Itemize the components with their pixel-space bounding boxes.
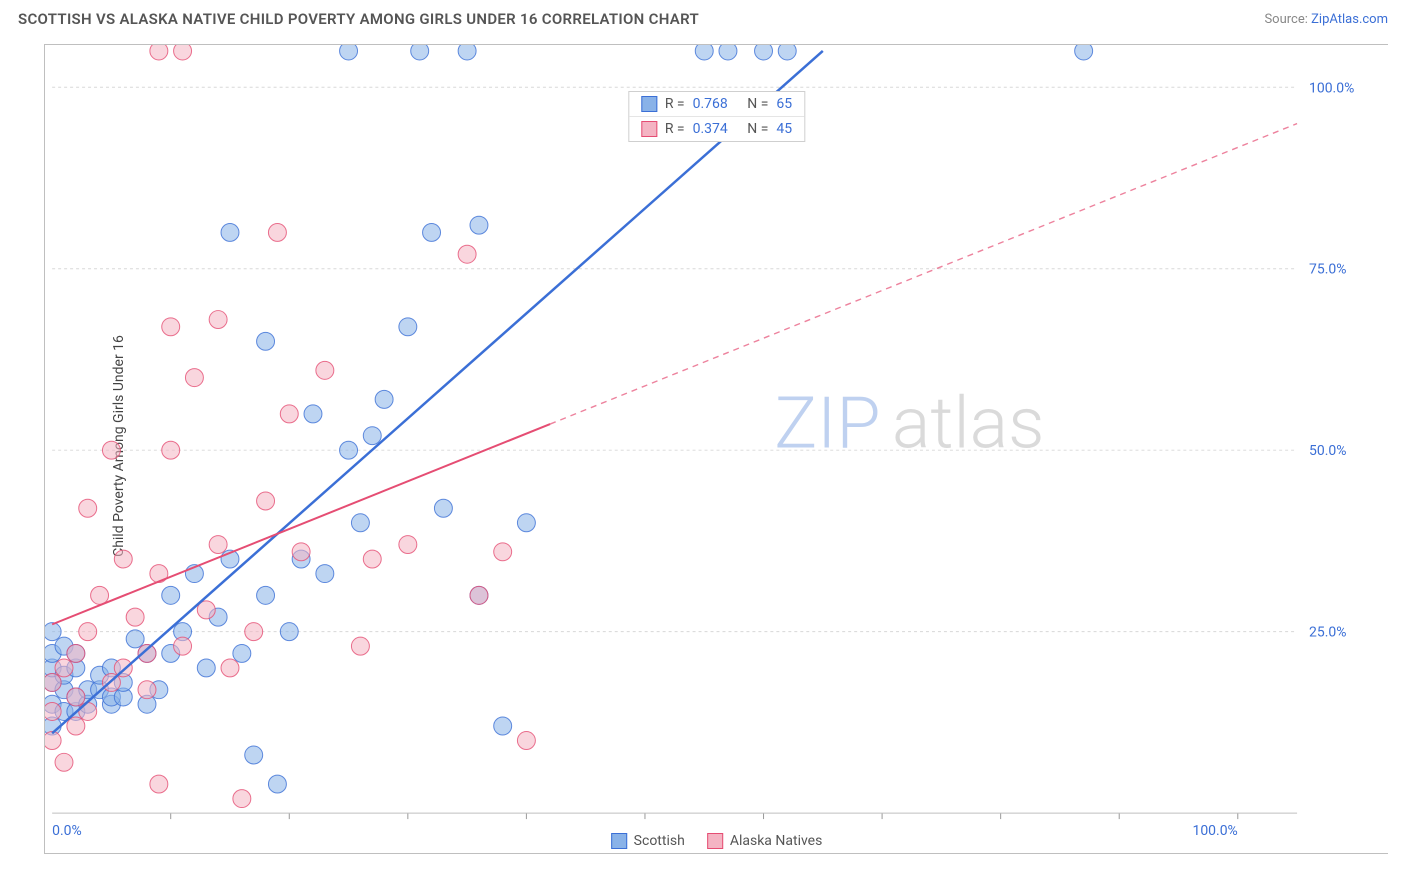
svg-text:75.0%: 75.0% bbox=[1309, 262, 1346, 278]
n-value: 65 bbox=[776, 96, 792, 112]
svg-text:100.0%: 100.0% bbox=[1192, 823, 1237, 839]
correlation-legend: R = 0.768 N = 65 R = 0.374 N = 45 bbox=[628, 91, 805, 142]
r-value: 0.768 bbox=[693, 96, 728, 112]
scatter-plot: 25.0% 50.0% 75.0% 100.0% 0.0% 100.0% ZIPatlas bbox=[45, 45, 1388, 853]
legend-swatch-alaska bbox=[707, 833, 723, 849]
svg-text:ZIP: ZIP bbox=[774, 380, 880, 465]
n-label: N = bbox=[747, 121, 768, 137]
r-value: 0.374 bbox=[693, 121, 728, 137]
svg-text:50.0%: 50.0% bbox=[1309, 443, 1346, 459]
legend-swatch-scottish bbox=[611, 833, 627, 849]
svg-text:0.0%: 0.0% bbox=[52, 823, 82, 839]
chart-header: SCOTTISH VS ALASKA NATIVE CHILD POVERTY … bbox=[0, 0, 1406, 32]
legend-item-scottish: Scottish bbox=[611, 833, 685, 849]
r-label: R = bbox=[665, 96, 685, 112]
source-link[interactable]: ZipAtlas.com bbox=[1311, 12, 1388, 27]
r-label: R = bbox=[665, 121, 685, 137]
chart-title: SCOTTISH VS ALASKA NATIVE CHILD POVERTY … bbox=[18, 10, 699, 28]
legend-row-alaska: R = 0.374 N = 45 bbox=[629, 117, 804, 141]
legend-row-scottish: R = 0.768 N = 65 bbox=[629, 92, 804, 117]
svg-text:25.0%: 25.0% bbox=[1309, 625, 1346, 641]
n-value: 45 bbox=[776, 121, 792, 137]
legend-label: Scottish bbox=[634, 833, 685, 849]
series-legend: Scottish Alaska Natives bbox=[611, 833, 823, 849]
source-label: Source: bbox=[1264, 12, 1307, 27]
legend-swatch-scottish bbox=[641, 96, 657, 112]
source-attribution: Source: ZipAtlas.com bbox=[1264, 12, 1388, 27]
chart-area: 25.0%50.0%75.0%100.0%0.0%100.0%ZIPatlas … bbox=[44, 44, 1388, 854]
svg-text:atlas: atlas bbox=[892, 380, 1045, 465]
legend-label: Alaska Natives bbox=[730, 833, 823, 849]
legend-item-alaska: Alaska Natives bbox=[707, 833, 823, 849]
legend-swatch-alaska bbox=[641, 121, 657, 137]
svg-text:100.0%: 100.0% bbox=[1309, 80, 1354, 96]
n-label: N = bbox=[747, 96, 768, 112]
